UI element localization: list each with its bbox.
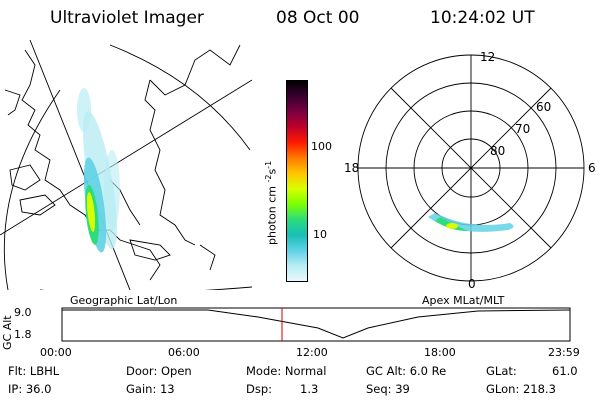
altitude-plot	[61, 307, 571, 342]
apex-aurora-emission	[428, 213, 514, 232]
date-label: 08 Oct 00	[276, 8, 360, 28]
mlat-label-70: 70	[515, 122, 530, 136]
filter-readout: Flt: LBHL	[8, 364, 60, 378]
apex-panel-label: Apex MLat/MLT	[422, 294, 505, 307]
glat-value: 61.0	[552, 364, 578, 378]
dsp-value: 1.3	[300, 382, 319, 396]
mlat-label-80: 80	[490, 144, 505, 158]
altitude-ytick-9: 9.0	[14, 306, 32, 319]
geo-aurora-emission	[77, 88, 120, 253]
colorbar-tick-10: 10	[313, 228, 327, 241]
colorbar-tick-100: 100	[311, 140, 332, 153]
geo-panel-label: Geographic Lat/Lon	[70, 294, 178, 307]
seq-readout: Seq: 39	[366, 382, 410, 396]
mlt-label-12: 12	[480, 50, 495, 64]
altitude-ylabel: GC Alt	[1, 315, 14, 350]
glat-label: GLat:	[486, 364, 517, 378]
altitude-xtick-0600: 06:00	[168, 346, 200, 359]
mlt-label-18: 18	[344, 161, 359, 175]
mlat-label-60: 60	[536, 100, 551, 114]
mode-readout: Mode: Normal	[246, 364, 327, 378]
altitude-ytick-1-8: 1.8	[14, 328, 32, 341]
instrument-title: Ultraviolet Imager	[50, 8, 204, 28]
mlt-label-0: 0	[468, 277, 476, 291]
apex-polar-plot: 12 18 6 0 60 70 80	[344, 50, 596, 291]
door-readout: Door: Open	[126, 364, 192, 378]
geographic-map	[0, 40, 252, 290]
color-scale-bar	[286, 80, 308, 282]
altitude-xtick-1200: 12:00	[296, 346, 328, 359]
dsp-label: Dsp:	[246, 382, 273, 396]
altitude-xtick-0000: 00:00	[40, 346, 72, 359]
gain-readout: Gain: 13	[126, 382, 175, 396]
altitude-xtick-1800: 18:00	[424, 346, 456, 359]
colorbar-unit-label: photon cm -2s-1	[264, 160, 279, 245]
altitude-xtick-2359: 23:59	[548, 346, 580, 359]
time-label: 10:24:02 UT	[430, 8, 535, 28]
gc-alt-readout: GC Alt: 6.0 Re	[366, 364, 447, 378]
ip-readout: IP: 36.0	[8, 382, 52, 396]
mlt-label-6: 6	[588, 161, 596, 175]
glon-readout: GLon: 218.3	[486, 382, 556, 396]
